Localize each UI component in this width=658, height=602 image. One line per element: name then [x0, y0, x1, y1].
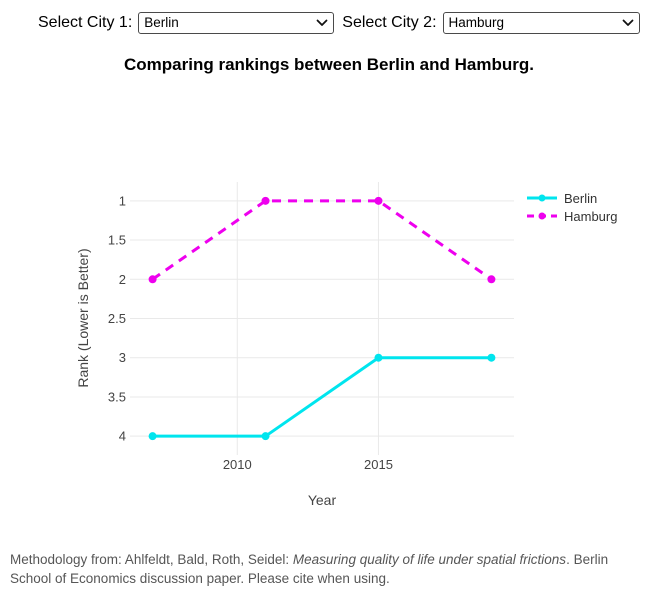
- legend-item-berlin[interactable]: Berlin: [527, 189, 617, 207]
- data-point-hamburg: [374, 196, 383, 205]
- paper-title-italic: Measuring quality of life under spatial …: [292, 552, 567, 567]
- x-tick-label: 2010: [223, 457, 252, 472]
- y-tick-label: 1.5: [108, 233, 126, 248]
- methodology-text: Methodology from: Ahlfeldt, Bald, Roth, …: [10, 552, 293, 567]
- city1-select[interactable]: Berlin: [138, 12, 335, 34]
- rankings-line-chart[interactable]: 1 1.5 2 2.5 3 3.5 4 2010 2015 Year Rank (Lower is …: [0, 140, 658, 530]
- x-axis-title: Year: [308, 492, 337, 508]
- city2-select[interactable]: Hamburg: [442, 12, 640, 34]
- series-line-berlin: [152, 356, 492, 438]
- legend-item-hamburg[interactable]: Hamburg: [527, 207, 617, 225]
- legend-line-sample: [527, 194, 557, 202]
- data-point-berlin: [374, 353, 383, 362]
- legend-label: Hamburg: [564, 208, 618, 224]
- y-tick-label: 2.5: [108, 311, 126, 326]
- city2-label: Select City 2:: [342, 14, 437, 31]
- city2-select-wrap: Hamburg: [442, 12, 640, 34]
- data-point-hamburg: [487, 275, 496, 284]
- y-tick-label: 2: [119, 272, 126, 287]
- legend-line-sample: [527, 212, 557, 220]
- series-line-hamburg: [151, 199, 493, 281]
- y-axis-title: Rank (Lower is Better): [75, 248, 91, 387]
- page-title: Comparing rankings between Berlin and Ha…: [124, 55, 534, 74]
- city-selector-row: Select City 1: Berlin Select City 2: Ham…: [38, 12, 640, 34]
- chart-legend: Berlin Hamburg: [527, 189, 617, 225]
- y-tick-label: 4: [119, 429, 126, 444]
- city1-select-wrap: Berlin: [138, 12, 335, 34]
- methodology-text-suffix: . Berlin School of Economics discussion …: [10, 552, 609, 586]
- x-tick-label: 2015: [364, 457, 393, 472]
- data-point-berlin: [487, 353, 496, 362]
- data-point-hamburg: [261, 196, 270, 205]
- data-point-hamburg: [148, 275, 157, 284]
- city1-label: Select City 1:: [38, 14, 133, 31]
- data-point-berlin: [261, 432, 270, 441]
- y-tick-label: 3.5: [108, 389, 126, 404]
- y-tick-label: 1: [119, 193, 126, 208]
- legend-label: Berlin: [564, 190, 598, 206]
- data-point-berlin: [148, 432, 157, 441]
- methodology-note: Methodology from: Ahlfeldt, Bald, Roth, …: [10, 551, 652, 589]
- y-tick-label: 3: [119, 350, 126, 365]
